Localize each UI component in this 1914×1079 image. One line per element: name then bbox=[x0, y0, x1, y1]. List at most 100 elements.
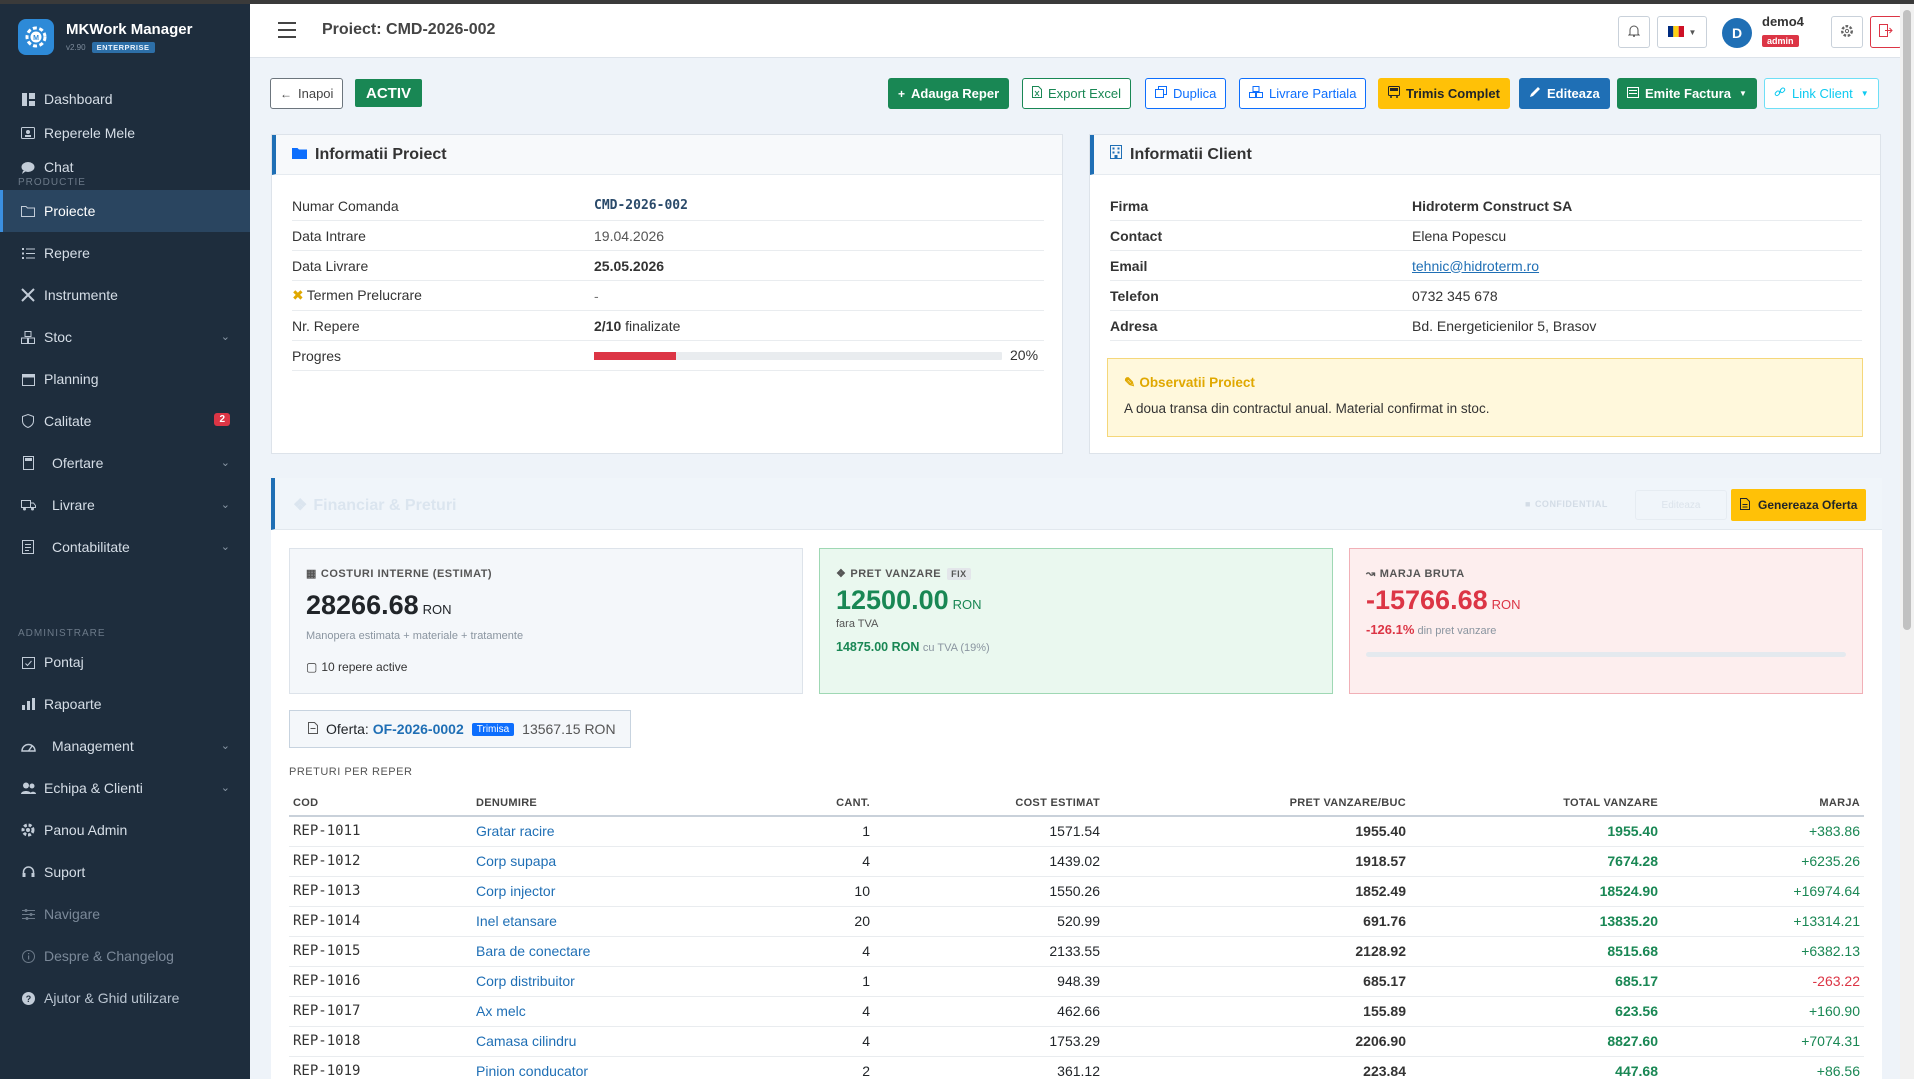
emit-invoice-button[interactable]: Emite Factura ▼ bbox=[1617, 78, 1757, 109]
sidebar-item-ajutor[interactable]: ? Ajutor & Ghid utilizare bbox=[0, 977, 250, 1019]
reper-margin: +16974.64 bbox=[1662, 876, 1864, 907]
question-icon: ? bbox=[20, 990, 36, 1006]
sidebar-item-ofertare[interactable]: Ofertare ⌄ bbox=[0, 442, 250, 484]
reper-name-link[interactable]: Corp injector bbox=[472, 876, 672, 907]
menu-toggle-icon[interactable] bbox=[278, 22, 296, 38]
sidebar-item-planning[interactable]: Planning bbox=[0, 358, 250, 400]
project-row-numar-comanda: Numar Comanda CMD-2026-002 bbox=[292, 191, 1044, 221]
reper-name-link[interactable]: Bara de conectare bbox=[472, 936, 672, 967]
logout-button[interactable] bbox=[1870, 16, 1902, 48]
generate-offer-button[interactable]: Genereaza Oferta bbox=[1731, 489, 1867, 521]
sidebar-item-chat[interactable]: Chat bbox=[0, 146, 250, 188]
reper-cost: 520.99 bbox=[874, 906, 1104, 937]
sidebar-item-livrare[interactable]: Livrare ⌄ bbox=[0, 484, 250, 526]
table-row[interactable]: REP-1019 Pinion conducator 2 361.12 223.84 44… bbox=[289, 1056, 1864, 1079]
brand[interactable]: M MKWork Manager v2.90 ENTERPRISE bbox=[0, 4, 250, 70]
link-client-button[interactable]: Link Client ▼ bbox=[1764, 78, 1879, 109]
table-row[interactable]: REP-1015 Bara de conectare 4 2133.55 2128.92… bbox=[289, 936, 1864, 967]
duplicate-button[interactable]: Duplica bbox=[1145, 78, 1227, 109]
sidebar-item-despre[interactable]: Despre & Changelog bbox=[0, 935, 250, 977]
reper-quantity: 4 bbox=[672, 1026, 874, 1057]
file-text-icon bbox=[1740, 497, 1750, 513]
sidebar-item-stoc[interactable]: Stoc ⌄ bbox=[0, 316, 250, 358]
sent-complete-button[interactable]: Trimis Complet bbox=[1378, 78, 1510, 109]
sidebar-item-contabilitate[interactable]: Contabilitate ⌄ bbox=[0, 526, 250, 568]
partial-delivery-button[interactable]: Livrare Partiala bbox=[1239, 78, 1367, 109]
reper-margin: +86.56 bbox=[1662, 1056, 1864, 1079]
client-row-contact: Contact Elena Popescu bbox=[1110, 221, 1862, 251]
folder-icon bbox=[20, 203, 36, 219]
notifications-button[interactable] bbox=[1618, 16, 1650, 48]
reper-name-link[interactable]: Inel etansare bbox=[472, 906, 672, 937]
table-row[interactable]: REP-1012 Corp supapa 4 1439.02 1918.57 7674.2… bbox=[289, 846, 1864, 877]
confidential-label: ■ CONFIDENTIAL bbox=[1525, 499, 1608, 509]
settings-button[interactable] bbox=[1831, 16, 1863, 48]
sidebar-item-management[interactable]: Management ⌄ bbox=[0, 725, 250, 767]
reper-cost: 1550.26 bbox=[874, 876, 1104, 907]
avatar[interactable]: D bbox=[1722, 18, 1752, 48]
reper-cost: 462.66 bbox=[874, 996, 1104, 1027]
sidebar-item-proiecte[interactable]: Proiecte bbox=[0, 190, 250, 232]
offer-link[interactable]: OF-2026-0002 bbox=[372, 721, 464, 737]
caret-down-icon: ▼ bbox=[1738, 89, 1747, 98]
client-email-link[interactable]: tehnic@hidroterm.ro bbox=[1412, 257, 1540, 274]
reper-total: 1955.40 bbox=[1410, 816, 1662, 847]
arrow-left-icon: ← bbox=[280, 86, 292, 101]
export-excel-button[interactable]: Export Excel bbox=[1022, 78, 1131, 109]
client-row-firma: Firma Hidroterm Construct SA bbox=[1110, 191, 1862, 221]
reper-margin: +383.86 bbox=[1662, 816, 1864, 847]
sidebar-item-panou-admin[interactable]: Panou Admin bbox=[0, 809, 250, 851]
reper-quantity: 10 bbox=[672, 876, 874, 907]
reper-quantity: 4 bbox=[672, 996, 874, 1027]
reper-cost: 2133.55 bbox=[874, 936, 1104, 967]
tag-icon: ❖ bbox=[836, 568, 847, 580]
reper-name-link[interactable]: Camasa cilindru bbox=[472, 1026, 672, 1057]
reper-code: REP-1014 bbox=[289, 906, 472, 937]
sidebar-item-suport[interactable]: Suport bbox=[0, 851, 250, 893]
sidebar-item-echipa-clienti[interactable]: Echipa & Clienti ⌄ bbox=[0, 767, 250, 809]
sidebar-item-rapoarte[interactable]: Rapoarte bbox=[0, 683, 250, 725]
project-row-data-livrare: Data Livrare 25.05.2026 bbox=[292, 251, 1044, 281]
reper-quantity: 20 bbox=[672, 906, 874, 937]
table-row[interactable]: REP-1017 Ax melc 4 462.66 155.89 623.56 +160.9… bbox=[289, 996, 1864, 1027]
reper-name-link[interactable]: Gratar racire bbox=[472, 816, 672, 847]
progress-bar-fill bbox=[594, 352, 676, 360]
gross-margin-value: -15766.68 bbox=[1366, 585, 1488, 615]
language-select[interactable]: ▼ bbox=[1657, 16, 1707, 48]
reper-name-link[interactable]: Corp distribuitor bbox=[472, 966, 672, 997]
reper-total: 18524.90 bbox=[1410, 876, 1662, 907]
add-reper-button[interactable]: + Adauga Reper bbox=[888, 78, 1010, 109]
reper-name-link[interactable]: Corp supapa bbox=[472, 846, 672, 877]
project-info-card: Informatii Proiect Numar Comanda CMD-2026… bbox=[271, 134, 1063, 454]
sidebar-item-repere[interactable]: Repere bbox=[0, 232, 250, 274]
reper-quantity: 4 bbox=[672, 846, 874, 877]
window-top-strip bbox=[0, 0, 1914, 4]
reper-name-link[interactable]: Ax melc bbox=[472, 996, 672, 1027]
reper-unit-price: 1918.57 bbox=[1104, 846, 1410, 877]
table-row[interactable]: REP-1014 Inel etansare 20 520.99 691.76 13835… bbox=[289, 906, 1864, 937]
calculator-icon bbox=[20, 455, 36, 471]
reper-name-link[interactable]: Pinion conducator bbox=[472, 1056, 672, 1079]
sidebar-item-dashboard[interactable]: Dashboard bbox=[0, 78, 250, 120]
table-row[interactable]: REP-1011 Gratar racire 1 1571.54 1955.40 1955… bbox=[289, 816, 1864, 847]
table-row[interactable]: REP-1018 Camasa cilindru 4 1753.29 2206.90 88… bbox=[289, 1026, 1864, 1057]
edit-button[interactable]: Editeaza bbox=[1519, 78, 1610, 109]
sidebar-item-calitate[interactable]: Calitate 2 bbox=[0, 400, 250, 442]
sidebar-item-pontaj[interactable]: Pontaj bbox=[0, 641, 250, 683]
scrollbar-thumb[interactable] bbox=[1903, 10, 1911, 630]
chat-square-icon: ✎ bbox=[1124, 375, 1136, 390]
sidebar-item-navigare[interactable]: Navigare bbox=[0, 893, 250, 935]
back-button[interactable]: ← Inapoi bbox=[270, 78, 344, 109]
reper-quantity: 4 bbox=[672, 936, 874, 967]
excel-file-icon bbox=[1032, 86, 1042, 101]
user-name[interactable]: demo4 bbox=[1762, 14, 1804, 29]
table-row[interactable]: REP-1016 Corp distribuitor 1 948.39 685.17 68… bbox=[289, 966, 1864, 997]
pencil-icon bbox=[1529, 86, 1541, 101]
id-card-icon bbox=[20, 125, 36, 141]
table-row[interactable]: REP-1013 Corp injector 10 1550.26 1852.49 185… bbox=[289, 876, 1864, 907]
page-scrollbar[interactable] bbox=[1900, 4, 1914, 1079]
financial-edit-button[interactable]: Editeaza bbox=[1635, 490, 1727, 520]
sidebar-item-reperele-mele[interactable]: Reperele Mele bbox=[0, 112, 250, 154]
list-icon bbox=[20, 245, 36, 261]
sidebar-item-instrumente[interactable]: Instrumente bbox=[0, 274, 250, 316]
